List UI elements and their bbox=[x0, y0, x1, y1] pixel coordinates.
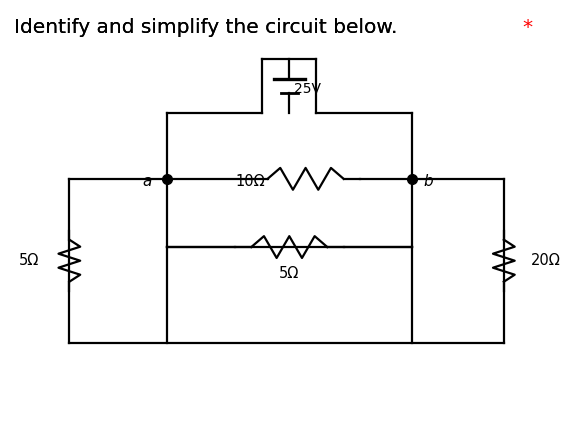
Text: Identify and simplify the circuit below.: Identify and simplify the circuit below. bbox=[14, 18, 404, 37]
Text: a: a bbox=[143, 174, 152, 189]
Text: 5Ω: 5Ω bbox=[19, 253, 39, 268]
Text: *: * bbox=[522, 18, 532, 37]
Text: 25V: 25V bbox=[294, 82, 321, 96]
Text: 10Ω: 10Ω bbox=[235, 174, 265, 189]
Text: 20Ω: 20Ω bbox=[531, 253, 561, 268]
Text: b: b bbox=[424, 174, 433, 189]
Text: Identify and simplify the circuit below.: Identify and simplify the circuit below. bbox=[14, 18, 416, 37]
Text: 5Ω: 5Ω bbox=[279, 266, 299, 281]
